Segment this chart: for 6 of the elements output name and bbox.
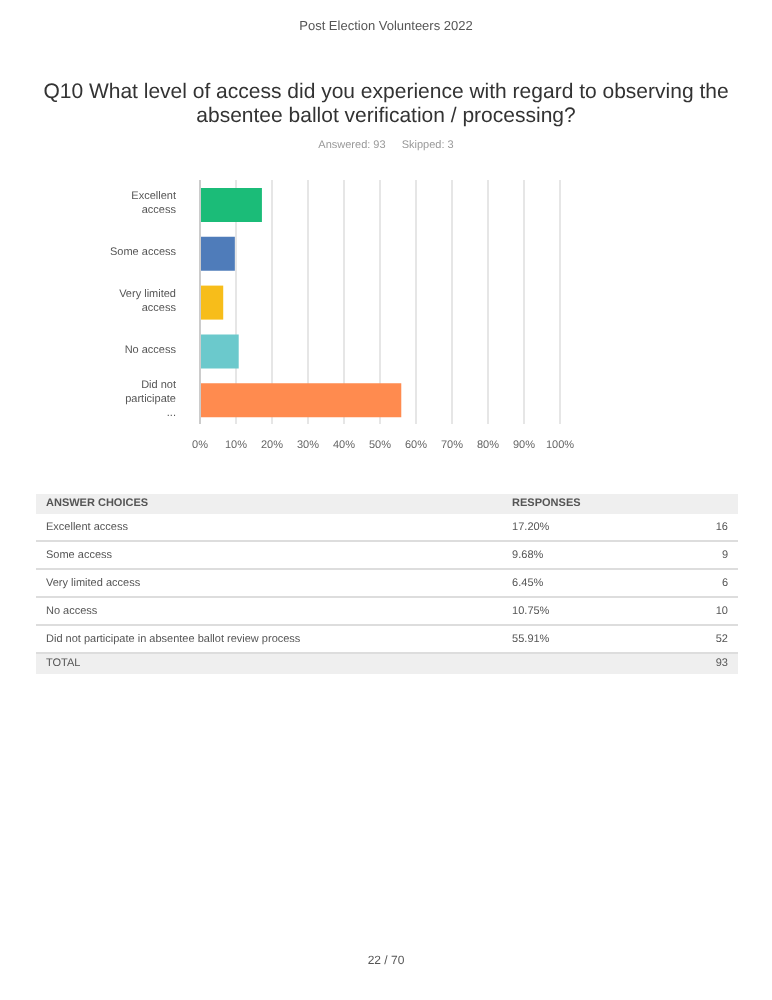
bar: [200, 334, 239, 369]
chart-title: Q10 What level of access did you experience with regard to observing the absentee ballot verification / processing?: [41, 80, 731, 128]
bar: [200, 285, 224, 320]
bar: [200, 236, 235, 271]
bar: [200, 188, 262, 222]
bar: [200, 383, 402, 418]
